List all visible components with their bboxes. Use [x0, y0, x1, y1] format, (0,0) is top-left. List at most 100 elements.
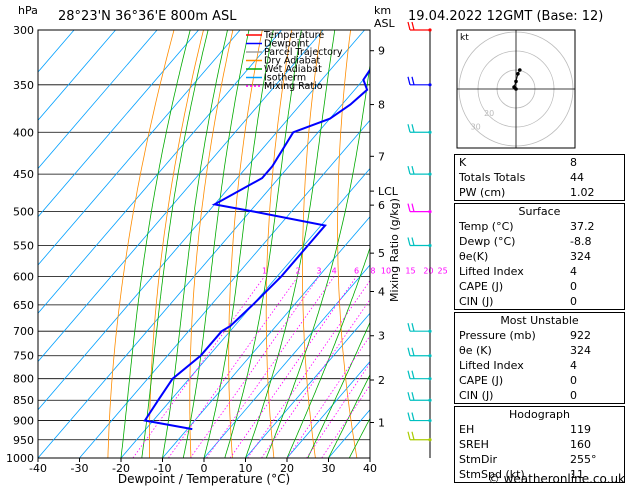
pressure-tick-label: 600	[13, 270, 34, 283]
hodograph-point	[516, 72, 520, 76]
hodograph-point	[512, 85, 516, 89]
isotherm-line	[38, 30, 199, 218]
wet-adiabat-line	[203, 30, 274, 458]
index-label: θe (K)	[459, 344, 492, 357]
x-tick-label: -30	[71, 462, 89, 475]
index-value: 119	[570, 423, 591, 436]
km-tick-label: 1	[378, 417, 385, 430]
mixing-ratio-label: 3	[316, 266, 321, 275]
mixing-ratio-label: 4	[332, 266, 337, 275]
index-row: CAPE (J) 0	[455, 373, 624, 388]
km-tick-label: 9	[378, 45, 385, 58]
index-value: -8.8	[570, 235, 592, 248]
index-label: Dewp (°C)	[459, 235, 516, 248]
legend-entry: Wet Adiabat	[264, 64, 322, 75]
pressure-tick-label: 750	[13, 350, 34, 363]
x-tick-label: 10	[239, 462, 253, 475]
asl-unit-label: ASL	[374, 17, 396, 30]
mixing-ratio-label: 6	[354, 266, 359, 275]
mixing-ratio-line	[261, 298, 370, 458]
index-value: 0	[570, 374, 577, 387]
isotherm-line	[38, 71, 370, 458]
mixing-ratio-line	[206, 276, 335, 458]
wind-barb	[407, 124, 432, 134]
x-tick-label: -40	[29, 462, 47, 475]
legend-entry: Dewpoint	[264, 39, 309, 50]
km-tick-label: 3	[378, 330, 385, 343]
index-value: 324	[570, 250, 591, 263]
hodograph-box-title: Hodograph	[509, 408, 570, 421]
index-value: 4	[570, 265, 577, 278]
wind-barb	[407, 392, 432, 402]
x-tick-label: 40	[363, 462, 377, 475]
pressure-tick-label: 950	[13, 434, 34, 447]
index-value: 0	[570, 280, 577, 293]
pressure-tick-label: 450	[13, 168, 34, 181]
mixing-ratio-label: 10	[381, 266, 391, 275]
km-tick-label: 7	[378, 150, 385, 163]
wind-barb	[407, 431, 432, 442]
isotherm-line	[38, 30, 324, 363]
datetime-title: 19.04.2022 12GMT (Base: 12)	[408, 9, 603, 24]
dry-adiabat-line	[265, 30, 293, 458]
index-value: 255°	[570, 453, 597, 466]
pressure-tick-label: 300	[13, 24, 34, 37]
index-label: SREH	[459, 438, 489, 451]
index-label: EH	[459, 423, 475, 436]
pressure-tick-label: 500	[13, 206, 34, 219]
index-row: PW (cm) 1.02	[455, 185, 624, 200]
index-row: CIN (J) 0	[455, 294, 624, 309]
index-row: StmDir 255°	[455, 452, 624, 467]
mixing-ratio-line	[287, 335, 370, 458]
pressure-tick-label: 550	[13, 239, 34, 252]
index-label: CIN (J)	[459, 389, 494, 402]
km-tick-label: 4	[378, 285, 385, 298]
mixing-ratio-label: 2	[296, 266, 301, 275]
hodograph-indices-box: Hodograph EH 119 SREH 160 StmDir 255° StmSpd (…	[454, 406, 625, 483]
isotherm-line	[38, 30, 75, 73]
dewpoint-line	[143, 67, 370, 431]
isotherm-line	[38, 30, 282, 314]
km-tick-label: 8	[378, 99, 385, 112]
legend-entry: Isotherm	[264, 73, 306, 84]
wet-adiabat-line	[307, 321, 370, 458]
x-tick-label: -20	[112, 462, 130, 475]
legend-entry: Temperature	[263, 30, 324, 41]
index-row: Lifted Index 4	[455, 358, 624, 373]
wet-adiabat-line	[286, 246, 370, 458]
wind-barb	[407, 203, 432, 214]
mixing-ratio-line	[306, 362, 370, 458]
index-row: CIN (J) 0	[455, 388, 624, 403]
pressure-tick-label: 900	[13, 415, 34, 428]
x-tick-label: 20	[280, 462, 294, 475]
x-axis-title: Dewpoint / Temperature (°C)	[118, 472, 290, 486]
isotherm-line	[286, 360, 370, 458]
km-tick-label: LCL	[378, 185, 399, 198]
general-indices-box: K 8 Totals Totals 44 PW (cm) 1.02	[454, 154, 625, 201]
index-label: θe(K)	[459, 250, 489, 263]
index-label: PW (cm)	[459, 186, 506, 199]
index-row: CAPE (J) 0	[455, 279, 624, 294]
most-unstable-box: Most Unstable Pressure (mb) 922 θe (K) 324 L…	[454, 312, 625, 404]
isotherm-line	[203, 264, 370, 458]
mixing-ratio-label: 25	[438, 266, 448, 275]
index-row: Pressure (mb) 922	[455, 328, 624, 343]
dry-adiabat-line	[107, 30, 175, 458]
wind-barb	[407, 237, 432, 248]
wind-barb	[407, 370, 432, 381]
pressure-tick-label: 350	[13, 79, 34, 92]
hodograph-ring-label: 30	[471, 122, 481, 131]
index-row: Temp (°C) 37.2	[455, 219, 624, 234]
mixing-ratio-line	[247, 279, 370, 458]
index-value: 8	[570, 156, 577, 169]
wet-adiabat-line	[120, 30, 191, 458]
isotherm-line	[38, 30, 365, 411]
location-title: 28°23'N 36°36'E 800m ASL	[58, 9, 237, 24]
index-row: Dewp (°C) -8.8	[455, 234, 624, 249]
index-value: 160	[570, 438, 591, 451]
index-label: CAPE (J)	[459, 280, 504, 293]
index-label: StmDir	[459, 453, 498, 466]
wind-barb	[407, 323, 432, 333]
legend-entry: Dry Adiabat	[264, 56, 321, 67]
